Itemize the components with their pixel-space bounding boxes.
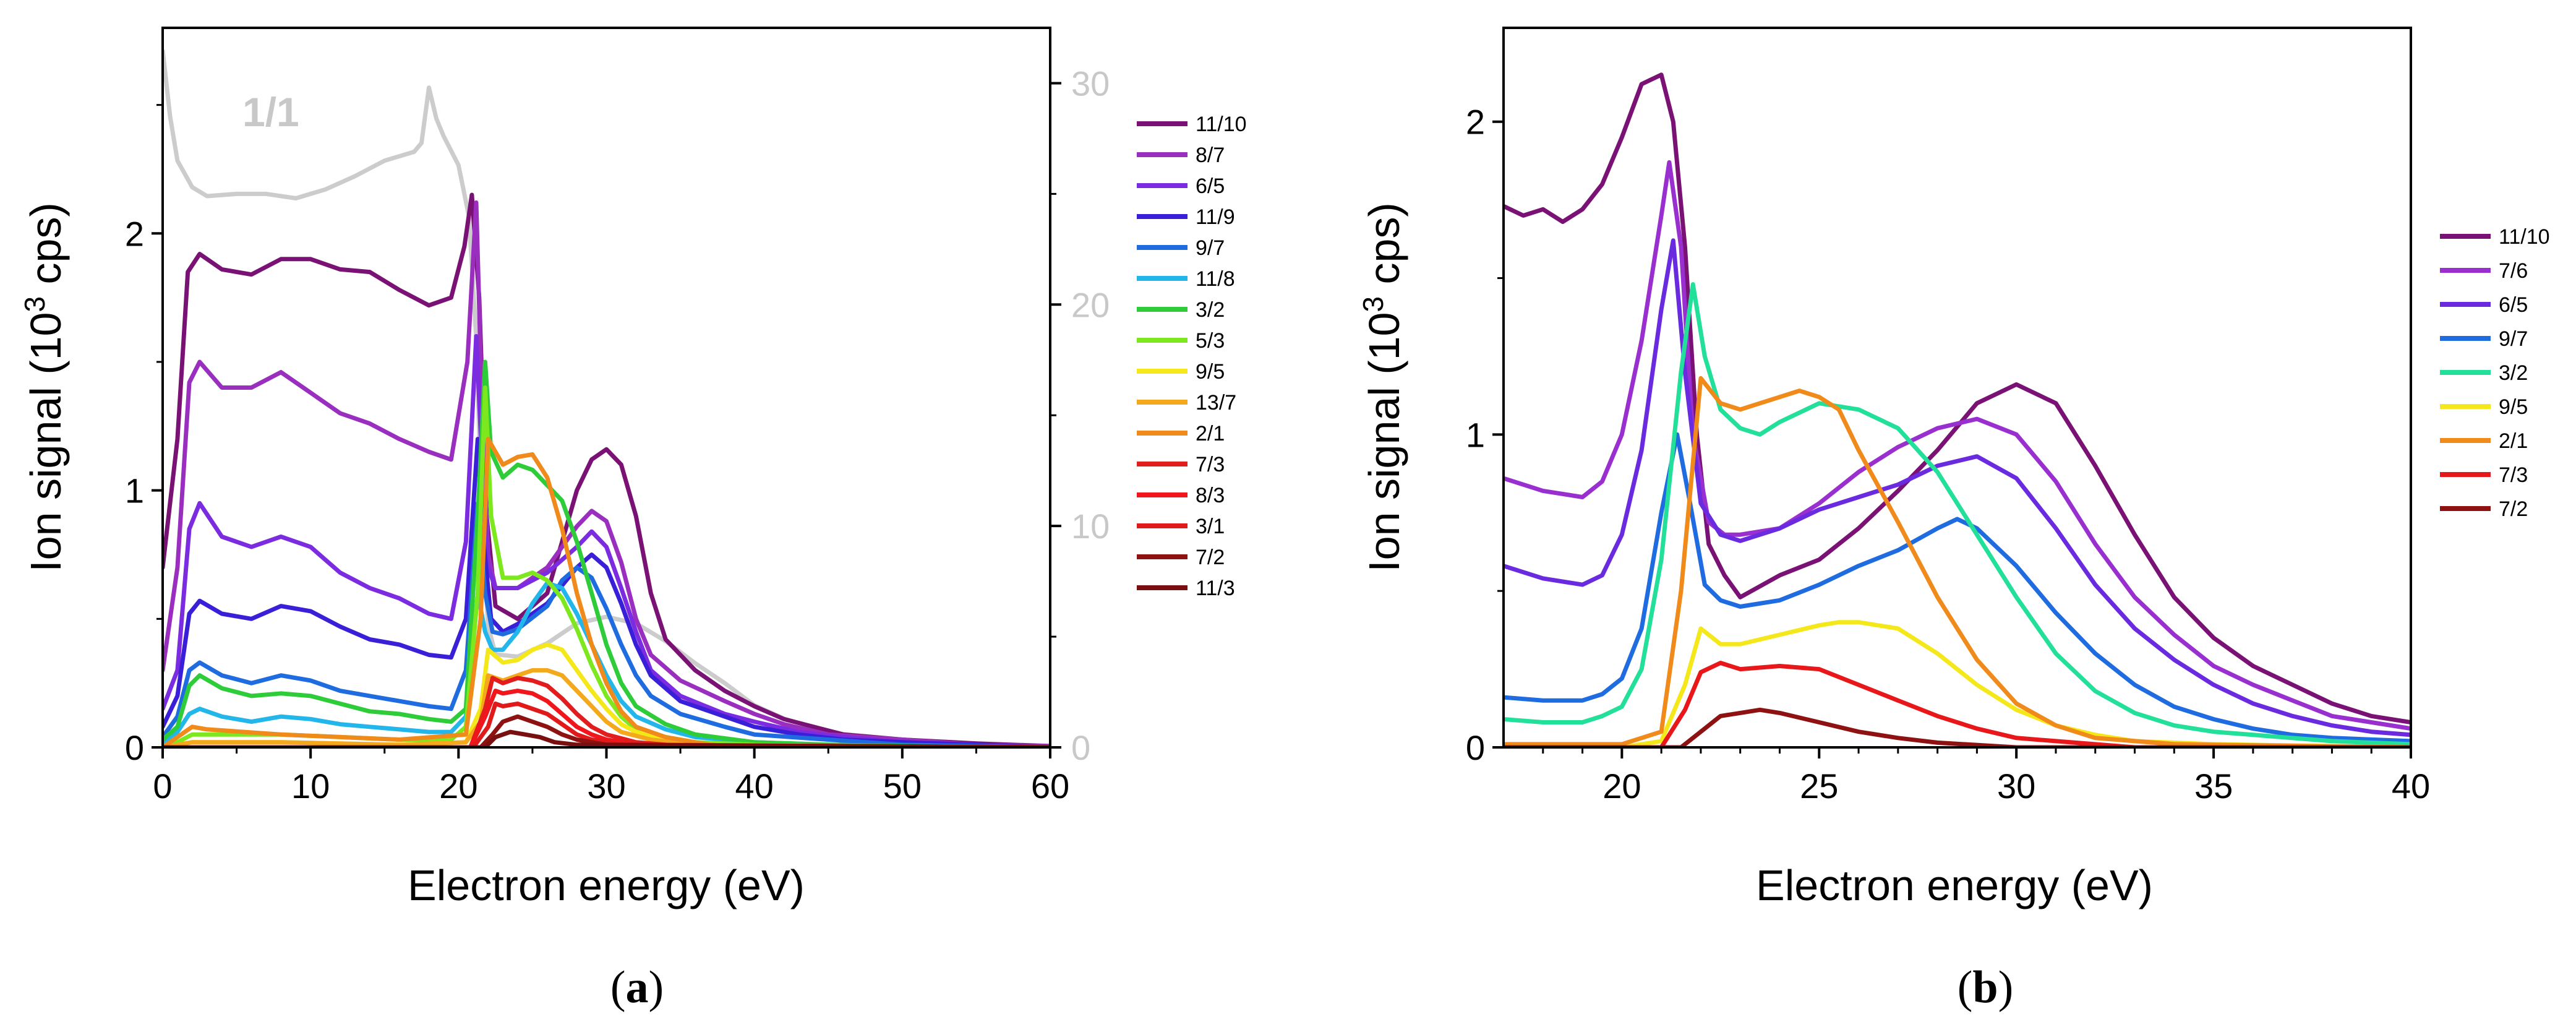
panel-b-series-11-10 [1504,72,2411,724]
panel-b-legend-label-2-1: 2/1 [2499,429,2528,453]
panel-b-series-3-2 [1504,282,2411,747]
panel-a-right-y-tick-label: 10 [1071,507,1110,546]
panel-a-x-tick-label: 0 [153,767,172,806]
panel-a-y-tick-label: 2 [125,214,144,253]
panel-a-caption: (a) [610,962,664,1013]
panel-a-series-group [163,192,1050,747]
panel-b-series-9-5 [1504,620,2411,747]
panel-a-x-axis-title: Electron energy (eV) [408,861,805,909]
panel-b-x-axis-title: Electron energy (eV) [1756,861,2153,909]
panel-a-right-y-tick-label: 0 [1071,728,1090,767]
panel-a-legend-label-3-2: 3/2 [1196,298,1225,322]
panel-a-legend-label-7-2: 7/2 [1196,546,1225,569]
panel-a-y-tick-label: 1 [125,471,144,510]
panel-b-y-tick-label: 1 [1466,415,1485,454]
panel-b-legend-label-9-7: 9/7 [2499,327,2528,351]
panel-b-x-ticks: 20 25 30 35 40 [1542,747,2430,806]
panel-b-x-tick-label: 25 [1800,767,1838,806]
panel-b-y-tick-label: 2 [1466,103,1485,142]
panel-a-legend-label-2-1: 2/1 [1196,422,1225,445]
panel-b-legend: 11/10 7/6 6/5 9/7 3/2 9/5 2/1 7/3 7/2 [2440,225,2550,521]
panel-b-plot-frame [1502,27,2412,749]
panel-b-x-tick-label: 35 [2194,767,2233,806]
panel-a-legend-label-5-3: 5/3 [1196,329,1225,353]
panel-a-legend-label-9-5: 9/5 [1196,360,1225,384]
panel-b-x-tick-label: 20 [1603,767,1641,806]
panel-b-series-7-3 [1504,661,2411,747]
panel-a-chart: 0 10 20 30 40 50 60 0 1 2 0 10 20 30 1/1 Electron e… [19,27,1247,1013]
panel-b-y-axis-title: Ion signal (103 cps) [1357,202,1408,572]
panel-a-legend-label-8-7: 8/7 [1196,144,1225,167]
panel-a-legend-label-3-1: 3/1 [1196,515,1225,538]
panel-b-legend-label-9-5: 9/5 [2499,395,2528,419]
panel-a-y-ticks: 0 1 2 [125,104,163,767]
panel-b-x-tick-label: 40 [2392,767,2430,806]
panel-b-legend-label-3-2: 3/2 [2499,361,2528,385]
panel-a-legend-label-8-3: 8/3 [1196,484,1225,507]
panel-a-legend-label-13-7: 13/7 [1196,391,1236,415]
panel-b-legend-label-7-2: 7/2 [2499,497,2528,521]
panel-b-caption: (b) [1958,962,2013,1013]
panel-b-series-7-6 [1504,160,2411,731]
panel-a-legend-label-9-7: 9/7 [1196,236,1225,260]
panel-b-series-6-5 [1504,238,2411,737]
panel-a-legend-label-11-10: 11/10 [1196,113,1247,136]
panel-a-y-tick-label: 0 [125,728,144,767]
panel-b-series-7-2 [1504,707,2411,747]
panel-a-series-6-5 [163,333,1050,747]
panel-a-series-8-3 [163,689,1050,747]
panel-a-x-ticks: 0 10 20 30 40 50 60 [153,747,1069,806]
panel-a-y-axis-title: Ion signal (103 cps) [19,202,70,572]
panel-a-series-7-3 [163,676,1050,747]
panel-a-legend-label-11-3: 11/3 [1196,577,1235,600]
panel-a-series-11-10 [163,192,1050,747]
panel-a-x-tick-label: 50 [883,767,922,806]
panel-a-right-y-tick-label: 20 [1071,285,1110,324]
panel-a-series-7-2 [163,714,1050,747]
panel-b-series-2-1 [1504,376,2411,747]
panel-b-series-group [1504,72,2411,747]
panel-a-series-3-2 [163,359,1050,747]
panel-b-series-9-7 [1504,432,2411,744]
panel-a-right-y-ticks: 0 10 20 30 [1050,64,1110,767]
panel-a-series-2-1 [163,437,1050,747]
panel-b-legend-label-11-10: 11/10 [2499,225,2550,249]
panel-a-legend-label-11-9: 11/9 [1196,205,1235,229]
panel-a-series-3-1 [163,701,1050,747]
panel-a-x-tick-label: 60 [1031,767,1069,806]
panel-b-y-ticks: 0 1 2 [1466,103,1504,767]
panel-b-x-tick-label: 30 [1997,767,2035,806]
panel-b-legend-label-7-6: 7/6 [2499,259,2528,283]
panel-b-chart: 20 25 30 35 40 0 1 2 Electron energy (eV) Ion … [1357,27,2550,1013]
panel-a-series-8-7 [163,200,1050,747]
panel-a-series-9-7 [163,501,1050,747]
panel-a-right-y-tick-label: 30 [1071,64,1110,103]
panel-a-series-11-8 [163,580,1050,747]
panel-a-series-11-3 [163,729,1050,747]
panel-a-x-tick-label: 20 [439,767,477,806]
panel-a-series-11-9 [163,437,1050,747]
panel-a-legend: 11/10 8/7 6/5 11/9 9/7 11/8 3/2 5/3 9/5 13/7 2/1 7/… [1137,113,1247,600]
panel-a-legend-label-7-3: 7/3 [1196,453,1225,476]
panel-a-curve-annotation: 1/1 [242,89,299,135]
panel-a-x-tick-label: 10 [291,767,330,806]
panel-a-x-tick-label: 40 [735,767,774,806]
panel-b-legend-label-7-3: 7/3 [2499,463,2528,487]
panel-a-series-13-7 [163,668,1050,747]
panel-a-legend-label-6-5: 6/5 [1196,174,1225,198]
panel-a-legend-label-11-8: 11/8 [1196,267,1235,291]
panel-b-legend-label-6-5: 6/5 [2499,293,2528,317]
panel-b-y-tick-label: 0 [1466,728,1485,767]
panel-a-x-tick-label: 30 [587,767,625,806]
